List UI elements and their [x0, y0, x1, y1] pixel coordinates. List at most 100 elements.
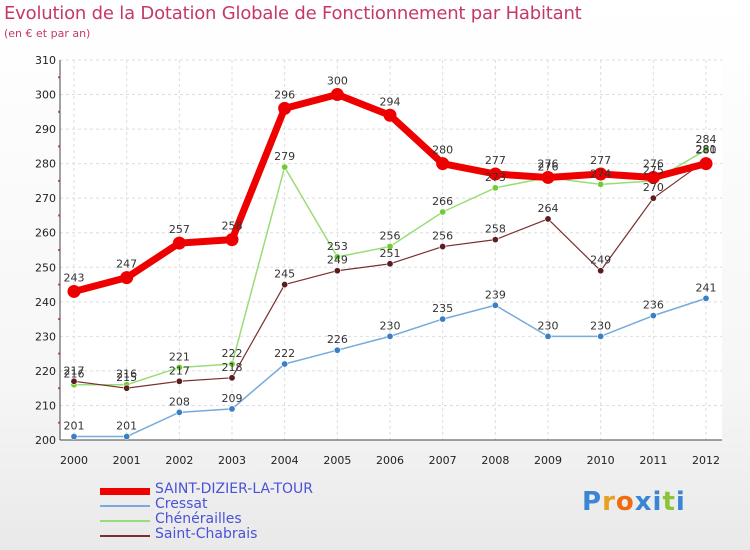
data-label: 258: [485, 223, 506, 236]
data-point: [386, 243, 394, 251]
legend-label: Chénérailles: [155, 511, 242, 527]
data-label: 274: [590, 167, 611, 180]
data-label: 222: [222, 347, 243, 360]
data-label: 241: [696, 281, 717, 294]
logo-letter: t: [662, 487, 676, 517]
data-point: [699, 157, 713, 171]
proxiti-logo: Proxiti: [582, 487, 686, 517]
data-point: [281, 360, 289, 368]
logo-letter: r: [602, 487, 616, 517]
data-label: 266: [432, 195, 453, 208]
data-label: 217: [169, 364, 190, 377]
data-point: [597, 267, 605, 275]
data-point: [439, 208, 447, 216]
data-point: [175, 408, 183, 416]
data-label: 276: [538, 157, 559, 170]
y-minor-tick: [58, 145, 60, 148]
y-tick-label: 300: [35, 89, 56, 102]
data-label: 296: [274, 88, 295, 101]
data-point: [175, 377, 183, 385]
data-label: 275: [643, 164, 664, 177]
y-tick-label: 220: [35, 365, 56, 378]
data-label: 281: [696, 143, 717, 156]
legend-label: Saint-Chabrais: [155, 526, 258, 542]
data-label: 284: [696, 133, 717, 146]
data-label: 245: [274, 268, 295, 281]
x-tick-label: 2012: [692, 454, 720, 467]
legend-item: Cressat: [100, 496, 360, 514]
x-tick-label: 2001: [113, 454, 141, 467]
y-minor-tick: [58, 421, 60, 424]
x-tick-label: 2003: [218, 454, 246, 467]
data-point: [649, 312, 657, 320]
data-point: [70, 433, 78, 441]
data-point: [646, 170, 660, 184]
data-label: 217: [64, 364, 85, 377]
legend-swatch: [100, 487, 150, 495]
legend-item: Saint-Chabrais: [100, 526, 360, 544]
y-minor-tick: [58, 352, 60, 355]
data-label: 209: [222, 392, 243, 405]
data-point: [228, 374, 236, 382]
data-point: [491, 301, 499, 309]
data-point: [281, 163, 289, 171]
data-label: 256: [380, 230, 401, 243]
y-tick-label: 310: [35, 54, 56, 67]
data-point: [278, 101, 292, 115]
logo-letter: i: [652, 487, 663, 517]
legend-item: Chénérailles: [100, 511, 360, 529]
legend-item: SAINT-DIZIER-LA-TOUR: [100, 481, 360, 499]
logo-letter: P: [582, 487, 603, 517]
x-tick-label: 2009: [534, 454, 562, 467]
data-label: 239: [485, 288, 506, 301]
data-point: [597, 180, 605, 188]
data-point: [172, 236, 186, 250]
x-tick-label: 2010: [587, 454, 615, 467]
data-point: [228, 405, 236, 413]
x-tick-label: 2004: [271, 454, 299, 467]
y-tick-label: 210: [35, 399, 56, 412]
y-minor-tick: [58, 283, 60, 286]
series-layer: [67, 88, 713, 441]
data-label: 294: [380, 95, 401, 108]
data-point: [541, 170, 555, 184]
data-label: 280: [432, 144, 453, 157]
x-tick-label: 2011: [639, 454, 667, 467]
legend-swatch: [100, 505, 150, 507]
data-label: 218: [222, 361, 243, 374]
data-point: [333, 346, 341, 354]
x-tick-label: 2000: [60, 454, 88, 467]
data-label: 276: [643, 157, 664, 170]
data-label: 279: [274, 150, 295, 163]
legend-swatch: [100, 535, 150, 537]
data-point: [594, 167, 608, 181]
data-point: [649, 194, 657, 202]
data-label: 256: [432, 230, 453, 243]
data-label: 280: [696, 144, 717, 157]
data-label: 249: [327, 254, 348, 267]
data-label: 222: [274, 347, 295, 360]
y-minor-tick: [58, 318, 60, 321]
data-label: 236: [643, 299, 664, 312]
chart-title: Evolution de la Dotation Globale de Fonc…: [4, 3, 582, 24]
y-tick-label: 230: [35, 330, 56, 343]
data-point: [491, 184, 499, 192]
data-label: 276: [538, 160, 559, 173]
logo-letter: i: [675, 487, 686, 517]
data-label: 230: [590, 319, 611, 332]
data-label: 216: [64, 368, 85, 381]
data-label: 264: [538, 202, 559, 215]
y-tick-label: 260: [35, 227, 56, 240]
data-label: 230: [380, 319, 401, 332]
x-tick-label: 2002: [165, 454, 193, 467]
y-minor-tick: [58, 76, 60, 79]
legend-swatch: [100, 520, 150, 522]
data-label: 221: [169, 350, 190, 363]
y-tick-label: 240: [35, 296, 56, 309]
data-point: [333, 253, 341, 261]
data-point: [386, 260, 394, 268]
data-label: 249: [590, 254, 611, 267]
chart-subtitle: (en € et par an): [4, 27, 91, 40]
